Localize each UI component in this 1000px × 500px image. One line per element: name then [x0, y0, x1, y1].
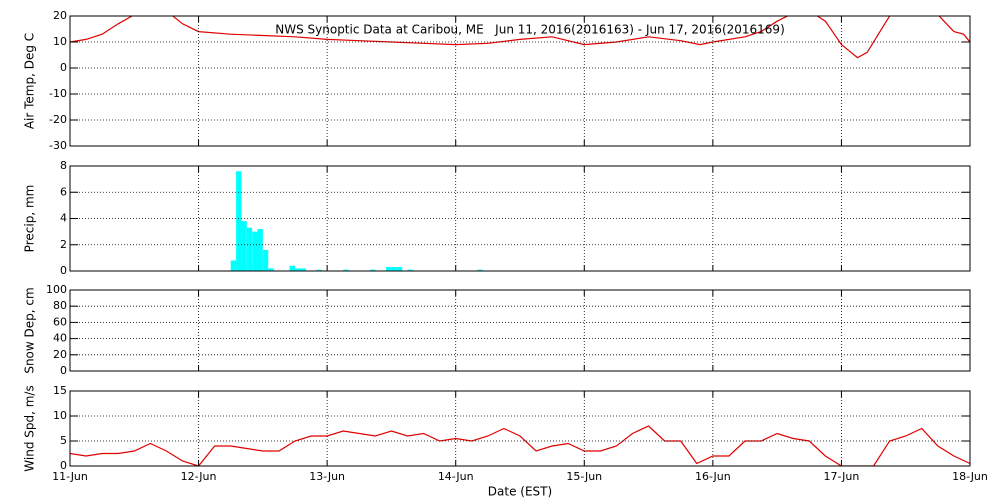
plot-area — [70, 425, 970, 466]
x-tick-label: 12-Jun — [181, 470, 217, 483]
plot-frame — [69, 165, 971, 272]
y-axis-title: Precip, mm — [23, 185, 37, 253]
y-tick-label: 15 — [53, 384, 67, 397]
bar — [316, 269, 322, 271]
bar — [230, 260, 237, 271]
x-tick-label: 15-Jun — [566, 470, 602, 483]
data-line — [70, 425, 970, 466]
panel: 0 5 10 15 11-Jun 12-Jun 13-Jun 14-Jun 15-Jun 16-J… — [23, 384, 988, 499]
plot-frame — [69, 15, 971, 147]
y-tick-label: 6 — [60, 185, 67, 198]
y-tick-label: -30 — [49, 139, 67, 152]
x-tick-label: 18-Jun — [952, 470, 988, 483]
panel: -30 -20 -10 0 10 20 Air Temp, Deg C NWS Synopti… — [23, 9, 971, 152]
bar — [295, 268, 301, 271]
x-tick-label: 17-Jun — [824, 470, 860, 483]
y-tick-label: 0 — [60, 264, 67, 277]
x-tick-label: 14-Jun — [438, 470, 474, 483]
y-tick-label: 5 — [60, 434, 67, 447]
y-tick-label: 100 — [46, 283, 67, 296]
y-tick-label: 60 — [53, 315, 67, 328]
bar — [396, 267, 403, 271]
bar — [386, 267, 392, 271]
chart-title: NWS Synoptic Data at Caribou, ME Jun 11,… — [275, 23, 785, 37]
bar — [268, 268, 274, 271]
bar — [407, 269, 413, 271]
panel: 0 2 4 6 8 Precip, mm — [23, 159, 971, 277]
y-axis-title: Air Temp, Deg C — [23, 33, 37, 129]
plot-frame — [69, 289, 971, 372]
bar — [391, 267, 397, 271]
y-tick-label: 20 — [53, 348, 67, 361]
bar — [343, 269, 349, 271]
bar — [300, 268, 306, 271]
y-tick-label: 40 — [53, 332, 67, 345]
y-tick-label: 2 — [60, 238, 67, 251]
bar — [289, 265, 295, 271]
panel: 0 20 40 60 80 100 Snow Dep, cm — [23, 283, 971, 377]
bar — [477, 269, 483, 271]
bar — [241, 221, 247, 271]
y-tick-label: 10 — [53, 35, 67, 48]
plot-area — [230, 171, 483, 271]
bar — [257, 229, 263, 271]
x-tick-label: 13-Jun — [309, 470, 345, 483]
y-axis-title: Snow Dep, cm — [23, 287, 37, 373]
y-tick-label: 8 — [60, 159, 67, 172]
y-tick-label: 0 — [60, 364, 67, 377]
x-tick-label: 16-Jun — [695, 470, 731, 483]
y-tick-label: 0 — [60, 459, 67, 472]
bar — [246, 227, 253, 271]
bar — [369, 269, 376, 271]
y-tick-label: 80 — [53, 299, 67, 312]
bar — [236, 171, 242, 271]
bar — [252, 231, 258, 271]
plot-frame — [69, 390, 971, 467]
y-tick-label: 20 — [53, 9, 67, 22]
y-axis-title: Wind Spd, m/s — [23, 385, 37, 471]
y-tick-label: 0 — [60, 61, 67, 74]
y-tick-label: -10 — [49, 87, 67, 100]
x-tick-label: 11-Jun — [52, 470, 88, 483]
y-tick-label: -20 — [49, 113, 67, 126]
x-axis-title: Date (EST) — [488, 485, 552, 499]
y-tick-label: 4 — [60, 212, 67, 225]
bar — [262, 250, 269, 271]
y-tick-label: 10 — [53, 409, 67, 422]
